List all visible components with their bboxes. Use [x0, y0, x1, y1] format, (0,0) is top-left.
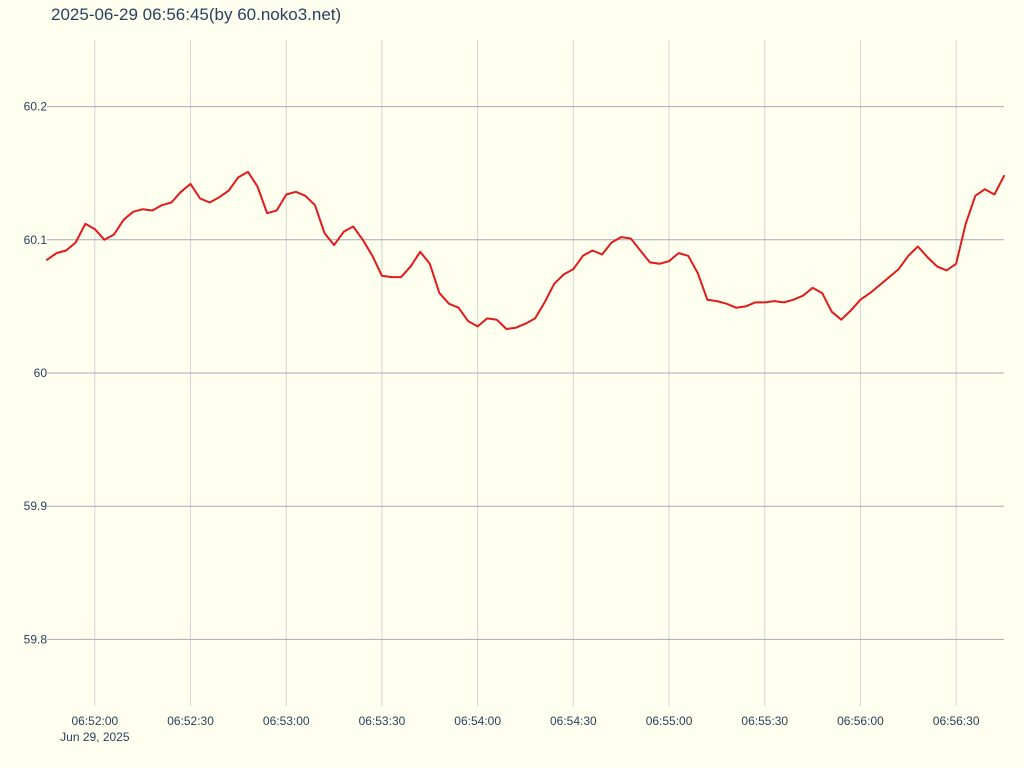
y-tick-label: 60 [34, 366, 48, 380]
grid [47, 40, 1004, 706]
x-tick-label: 06:56:00 [837, 714, 884, 728]
x-date-label: Jun 29, 2025 [60, 730, 130, 744]
series-layer [46, 170, 1005, 330]
x-tick-label: 06:53:00 [263, 714, 310, 728]
y-tick-label: 59.8 [24, 632, 48, 646]
chart-title: 2025-06-29 06:56:45(by 60.noko3.net) [51, 5, 341, 24]
x-tick-label: 06:52:00 [71, 714, 118, 728]
y-tick-label: 60.1 [24, 233, 48, 247]
y-tick-label: 60.2 [24, 100, 48, 114]
x-tick-label: 06:52:30 [167, 714, 214, 728]
axes: 06:52:00 06:52:30 06:53:00 06:53:30 06:54:00… [24, 100, 980, 744]
x-tick-label: 06:53:30 [359, 714, 406, 728]
series-line [46, 170, 1005, 330]
x-tick-label: 06:54:00 [454, 714, 501, 728]
y-tick-label: 59.9 [24, 499, 48, 513]
x-tick-label: 06:56:30 [933, 714, 980, 728]
x-tick-label: 06:54:30 [550, 714, 597, 728]
x-tick-label: 06:55:00 [646, 714, 693, 728]
x-tick-label: 06:55:30 [741, 714, 788, 728]
